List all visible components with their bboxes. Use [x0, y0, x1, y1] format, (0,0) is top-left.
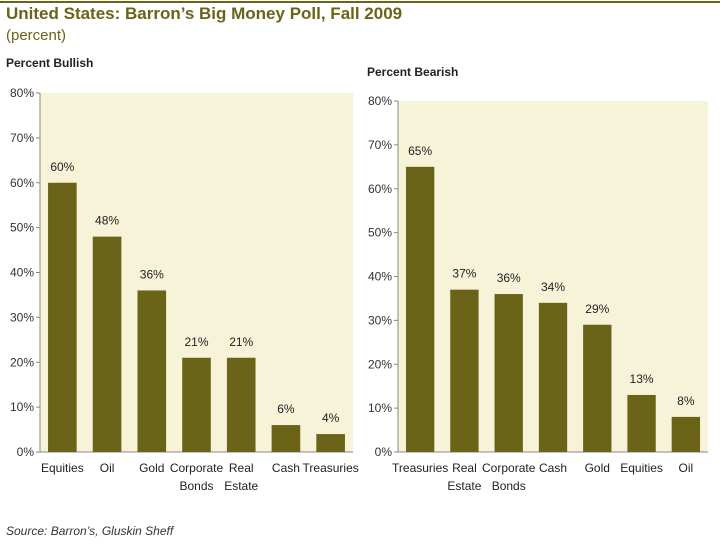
chart-title: Percent Bearish [367, 65, 458, 79]
x-tick-label: Cash [272, 461, 300, 475]
bar-gold [583, 324, 612, 452]
y-tick-label: 40% [10, 266, 34, 280]
y-tick-label: 20% [10, 355, 34, 369]
x-tick-label: Treasuries [392, 461, 448, 475]
top-rule [0, 1, 720, 3]
page-title: United States: Barron’s Big Money Poll, … [6, 4, 403, 23]
data-label: 48% [95, 214, 119, 228]
y-tick-label: 40% [368, 270, 392, 284]
x-tick-label: Corporate Bonds [170, 461, 224, 493]
y-tick-label: 30% [10, 310, 34, 324]
page-subtitle: (percent) [6, 27, 67, 44]
x-tick-label: Real Estate [447, 461, 481, 493]
chart-title: Percent Bullish [6, 56, 93, 70]
data-label: 21% [184, 335, 208, 349]
data-label: 13% [630, 372, 654, 386]
y-tick-label: 60% [368, 182, 392, 196]
data-label: 65% [408, 144, 432, 158]
x-tick-label: Equities [620, 461, 663, 475]
bar-treasuries [316, 434, 345, 452]
y-tick-label: 0% [17, 445, 35, 459]
x-tick-label: Equities [41, 461, 84, 475]
bar-treasuries [405, 166, 435, 452]
y-tick-label: 20% [368, 357, 392, 371]
y-tick-label: 10% [368, 401, 392, 415]
bar-corporate-bonds [182, 357, 211, 452]
data-label: 37% [452, 267, 476, 281]
x-tick-label: Gold [585, 461, 610, 475]
y-tick-label: 70% [10, 131, 34, 145]
bar-oil [671, 416, 701, 452]
y-tick-label: 70% [368, 138, 392, 152]
bar-real-estate [226, 357, 256, 452]
x-tick-label: Oil [100, 461, 115, 475]
data-label: 36% [497, 271, 521, 285]
data-label: 6% [277, 402, 295, 416]
data-label: 29% [585, 302, 609, 316]
bar-equities [627, 394, 656, 452]
bar-real-estate [450, 289, 479, 452]
y-tick-label: 50% [368, 226, 392, 240]
data-label: 60% [50, 160, 74, 174]
bar-gold [137, 290, 167, 452]
x-tick-label: Cash [539, 461, 567, 475]
bar-oil [92, 236, 122, 452]
bar-cash [271, 425, 301, 452]
x-tick-label: Gold [139, 461, 164, 475]
data-label: 8% [677, 394, 695, 408]
x-tick-label: Real Estate [224, 461, 258, 493]
y-tick-label: 80% [368, 94, 392, 108]
data-label: 21% [229, 335, 253, 349]
y-tick-label: 30% [368, 313, 392, 327]
bullish-chart: Percent Bullish 0% 10% 20% 30% 40% 50% 60% 70% 80… [6, 56, 359, 493]
x-tick-label: Treasuries [303, 461, 359, 475]
source-note: Source: Barron’s, Gluskin Sheff [6, 524, 174, 538]
bar-equities [48, 182, 77, 452]
data-label: 36% [140, 267, 164, 281]
x-tick-label: Oil [679, 461, 694, 475]
y-tick-label: 10% [10, 400, 34, 414]
bar-corporate-bonds [494, 294, 523, 452]
bar-cash [538, 302, 568, 452]
y-tick-label: 0% [375, 445, 393, 459]
y-tick-label: 50% [10, 221, 34, 235]
bearish-chart: Percent Bearish 0% 10% 20% 30% 40% 50% 60% 70% 80… [367, 65, 708, 493]
y-tick-label: 60% [10, 176, 34, 190]
x-tick-label: Corporate Bonds [482, 461, 536, 493]
data-label: 34% [541, 280, 565, 294]
y-tick-label: 80% [10, 86, 34, 100]
data-label: 4% [322, 411, 340, 425]
